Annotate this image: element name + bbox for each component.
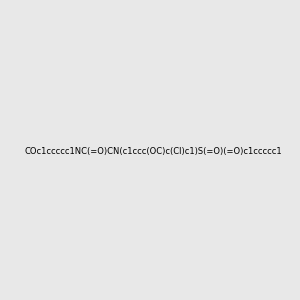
Text: COc1ccccc1NC(=O)CN(c1ccc(OC)c(Cl)c1)S(=O)(=O)c1ccccc1: COc1ccccc1NC(=O)CN(c1ccc(OC)c(Cl)c1)S(=O… [25,147,283,156]
